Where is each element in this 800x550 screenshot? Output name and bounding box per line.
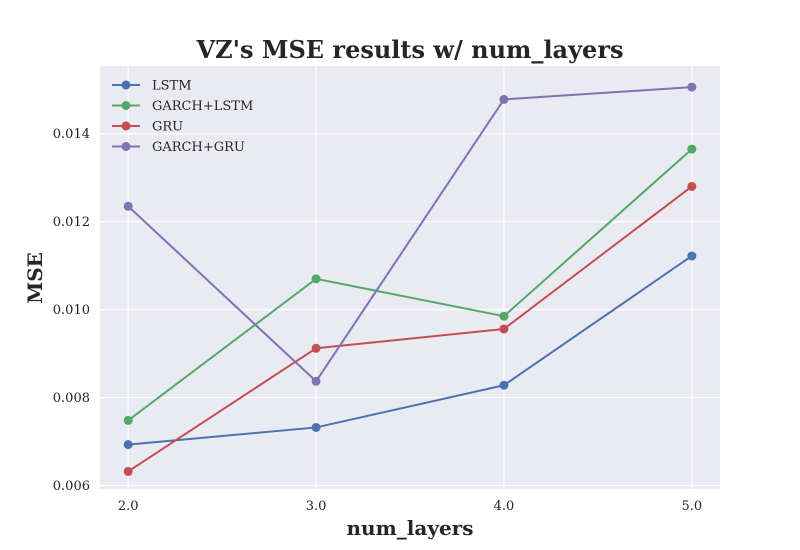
data-point — [687, 181, 697, 191]
legend-label: GARCH+GRU — [152, 140, 245, 155]
legend-label: GRU — [152, 120, 183, 135]
tick-labels: 0.006 0.008 0.010 0.012 0.014 2.0 3.0 4.0 5.0 — [53, 127, 702, 514]
x-tick-label: 4.0 — [494, 499, 515, 514]
series-lstm — [123, 251, 697, 450]
x-axis-label: num_layers — [347, 516, 474, 540]
series-garch-gru — [123, 82, 697, 386]
series-line — [128, 255, 693, 446]
y-tick-label: 0.008 — [53, 391, 90, 406]
data-point — [123, 201, 133, 211]
series-garch-lstm — [123, 144, 697, 425]
data-point — [311, 274, 321, 284]
legend-label: GARCH+LSTM — [152, 99, 253, 114]
legend-marker — [121, 80, 131, 90]
plot-area — [100, 66, 720, 489]
legend-entry: GRU — [112, 120, 183, 135]
data-point — [687, 251, 697, 261]
series-gru — [123, 181, 697, 476]
data-point — [123, 415, 133, 425]
series-line — [127, 185, 693, 473]
data-point — [123, 466, 133, 476]
data-point — [499, 94, 509, 104]
data-point — [123, 440, 133, 450]
legend: LSTM GARCH+LSTM GRU GARCH+GRU — [112, 79, 253, 155]
series-lines — [123, 82, 697, 476]
y-axis-label: MSE — [23, 252, 47, 304]
legend-entry: GARCH+GRU — [112, 140, 245, 155]
data-point — [499, 380, 509, 390]
series-line — [127, 148, 693, 422]
x-tick-label: 3.0 — [306, 499, 327, 514]
legend-marker — [121, 142, 131, 151]
legend-marker — [121, 121, 131, 131]
y-tick-label: 0.010 — [53, 303, 90, 318]
data-point — [311, 343, 321, 353]
data-point — [311, 376, 321, 386]
data-point — [499, 324, 509, 334]
series-line — [127, 86, 692, 383]
data-point — [687, 82, 697, 92]
y-tick-label: 0.014 — [53, 127, 90, 142]
x-tick-label: 2.0 — [118, 499, 139, 514]
data-point — [499, 311, 509, 321]
legend-marker — [121, 101, 131, 110]
legend-entry: LSTM — [112, 79, 192, 94]
data-point — [311, 422, 321, 432]
chart-title: VZ's MSE results w/ num_layers — [196, 35, 624, 64]
y-tick-label: 0.006 — [53, 479, 90, 494]
data-point — [687, 144, 697, 154]
x-tick-label: 5.0 — [681, 499, 702, 514]
legend-entry: GARCH+LSTM — [112, 99, 253, 114]
y-tick-label: 0.012 — [53, 215, 90, 230]
grid-lines — [100, 66, 720, 489]
legend-label: LSTM — [152, 79, 192, 94]
